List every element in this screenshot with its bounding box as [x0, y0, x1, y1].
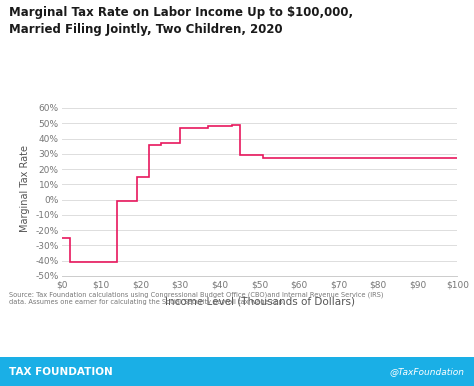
X-axis label: Income Level (Thousands of Dollars): Income Level (Thousands of Dollars)	[164, 296, 355, 306]
Y-axis label: Marginal Tax Rate: Marginal Tax Rate	[20, 145, 30, 232]
Text: Source: Tax Foundation calculations using Congressional Budget Office (CBO)and I: Source: Tax Foundation calculations usin…	[9, 291, 384, 305]
Text: Marginal Tax Rate on Labor Income Up to $100,000,
Married Filing Jointly, Two Ch: Marginal Tax Rate on Labor Income Up to …	[9, 6, 354, 36]
Text: TAX FOUNDATION: TAX FOUNDATION	[9, 367, 113, 376]
Text: @TaxFoundation: @TaxFoundation	[390, 367, 465, 376]
